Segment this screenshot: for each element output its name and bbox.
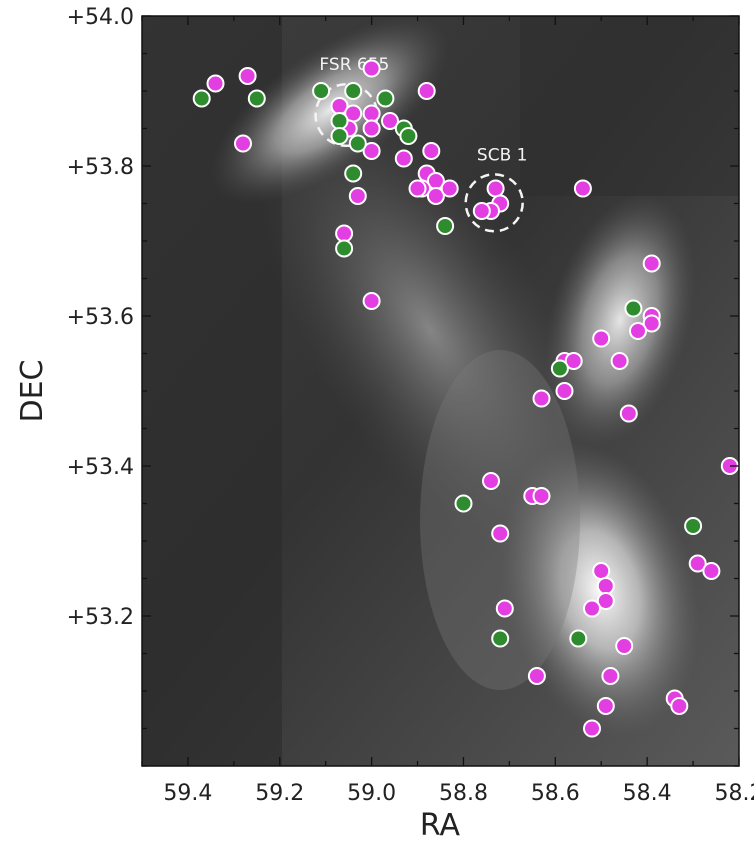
data-point (472, 202, 491, 220)
y-tick-label: +53.2 (67, 605, 134, 630)
data-point (192, 89, 211, 108)
data-point (436, 217, 455, 235)
x-tick-label: 58.8 (439, 781, 488, 806)
data-point (422, 142, 441, 160)
data-point (601, 667, 620, 685)
data-point (206, 74, 225, 93)
data-point (335, 224, 354, 243)
data-point (495, 599, 514, 618)
data-point (381, 112, 399, 130)
data-point (619, 404, 638, 423)
data-point (615, 637, 634, 655)
data-point (702, 562, 721, 580)
data-point (629, 322, 647, 340)
data-point (417, 82, 436, 100)
data-point (394, 149, 413, 168)
data-point (670, 697, 689, 715)
data-point (555, 382, 574, 400)
data-point (596, 577, 615, 595)
data-point (238, 67, 257, 85)
data-point (482, 472, 500, 490)
x-tick-label: 59.2 (255, 781, 304, 806)
intensity-map-background (142, 16, 739, 766)
data-point (491, 629, 510, 648)
data-point (330, 127, 349, 145)
data-point (426, 187, 445, 205)
data-point (532, 487, 551, 505)
data-point (408, 179, 427, 198)
data-point (399, 127, 418, 145)
data-point (454, 494, 473, 513)
x-tick-label: 59.4 (163, 781, 212, 806)
data-point (592, 562, 611, 580)
x-tick-label: 59.0 (347, 781, 396, 806)
x-axis-title: RA (420, 808, 461, 843)
x-tick-label: 58.2 (715, 781, 754, 806)
cluster-circle (464, 173, 524, 233)
data-point (596, 592, 615, 610)
data-point (362, 104, 381, 123)
data-point (234, 134, 252, 153)
data-point (642, 314, 661, 333)
data-point (573, 179, 592, 198)
y-tick-label: +53.6 (67, 305, 134, 330)
data-point (596, 697, 615, 715)
data-point (362, 119, 381, 138)
axis-tick-labels: 59.4 59.2 59.0 58.8 58.6 58.4 58.2 +54.0 +53.8 +5… (67, 5, 754, 806)
data-point (330, 112, 349, 130)
data-point (642, 254, 661, 273)
data-point (688, 554, 707, 573)
data-point (532, 389, 551, 408)
data-point (491, 524, 510, 543)
data-point (440, 179, 459, 198)
data-point (527, 667, 546, 685)
data-point (376, 89, 395, 108)
data-point (569, 629, 588, 648)
data-point (344, 82, 363, 100)
cluster-label: SCB 1 (477, 145, 528, 165)
data-point (592, 329, 611, 348)
data-point (583, 719, 601, 738)
x-tick-label: 58.6 (531, 781, 580, 806)
data-point (486, 179, 505, 198)
data-point (362, 292, 381, 310)
data-point (550, 359, 569, 378)
data-point (348, 187, 367, 205)
data-point (247, 89, 266, 108)
data-point (684, 517, 703, 535)
data-point (335, 239, 354, 258)
data-points (192, 59, 739, 738)
data-point (348, 134, 367, 153)
x-tick-label: 58.4 (623, 781, 672, 806)
data-point (624, 299, 643, 318)
data-point (564, 352, 583, 370)
data-point (610, 352, 629, 370)
data-point (362, 142, 381, 160)
y-tick-label: +54.0 (67, 5, 134, 30)
axis-ticks (141, 15, 740, 767)
data-point (362, 59, 381, 78)
y-axis-title: DEC (15, 359, 50, 422)
y-tick-label: +53.8 (67, 155, 134, 180)
data-point (312, 82, 331, 100)
y-tick-label: +53.4 (67, 455, 134, 480)
data-point (583, 599, 601, 618)
data-point (344, 164, 363, 183)
